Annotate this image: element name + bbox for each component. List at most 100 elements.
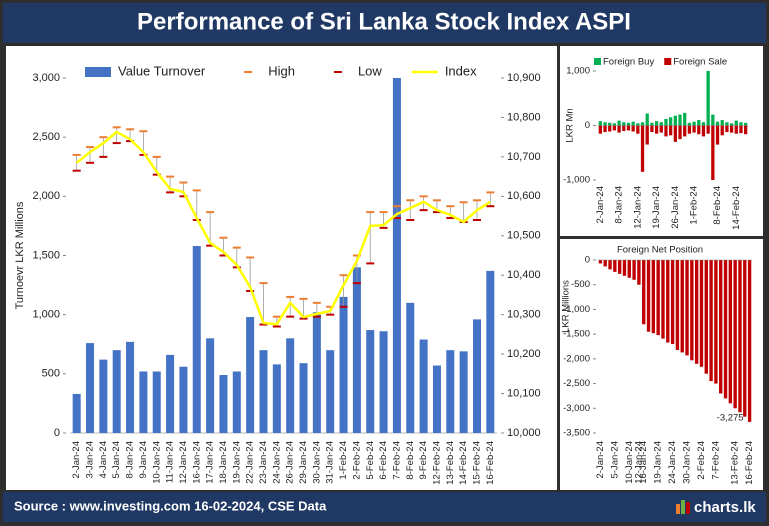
bar	[744, 125, 748, 135]
bar	[706, 71, 710, 126]
x-tick-label: 4-Jan-24	[98, 441, 109, 479]
x-tick-label: 5-Jan-24	[609, 441, 620, 479]
bar	[637, 260, 641, 285]
bar	[312, 312, 321, 433]
bar	[683, 125, 687, 137]
bar	[645, 113, 649, 126]
bar	[608, 125, 612, 132]
legend-swatch	[594, 58, 601, 65]
x-tick-label: 8-Jan-24	[614, 186, 625, 224]
x-tick-label: 2-Feb-24	[351, 441, 362, 480]
bar	[692, 125, 696, 133]
bar	[419, 339, 428, 433]
title-bar	[3, 3, 766, 43]
bar	[112, 350, 121, 433]
bar	[86, 343, 95, 433]
logo-icon	[676, 500, 690, 514]
x-tick-label: 3-Jan-24	[85, 441, 96, 479]
bar	[744, 122, 748, 126]
x-tick-label: 7-Feb-24	[710, 441, 721, 480]
bar	[339, 296, 348, 433]
bar	[729, 125, 734, 133]
y-tick-label: 10,800	[507, 111, 541, 123]
chart-title: Foreign Net Position	[617, 245, 703, 256]
x-tick-label: 9-Jan-24	[138, 441, 149, 479]
bar	[664, 118, 668, 126]
bar	[622, 260, 627, 276]
bar	[179, 366, 188, 433]
bar	[617, 260, 622, 274]
y-tick-label: 10,600	[507, 190, 541, 202]
bar	[719, 260, 723, 394]
bar	[598, 125, 602, 134]
bar	[192, 246, 201, 433]
legend-label: Low	[358, 63, 382, 78]
bar	[720, 120, 724, 126]
bar	[656, 260, 660, 336]
bar	[687, 122, 692, 126]
y-axis-title: LKR Mn	[565, 108, 576, 142]
y-tick-label: 10,700	[507, 151, 541, 163]
y-axis-title: LKR Millions	[561, 280, 572, 333]
bar	[715, 121, 720, 126]
bar	[690, 260, 694, 361]
x-tick-label: 9-Feb-24	[418, 441, 429, 480]
legend-swatch	[664, 58, 672, 65]
x-tick-label: 13-Feb-24	[730, 441, 741, 485]
bar	[699, 260, 704, 367]
bar	[603, 122, 607, 126]
flow-panel	[560, 46, 763, 236]
legend-label: Index	[445, 63, 477, 78]
bar	[725, 125, 729, 133]
x-tick-label: 12-Feb-24	[431, 441, 442, 485]
bar	[636, 125, 640, 134]
y-tick-label: -2,500	[563, 378, 590, 389]
y-tick-label: 10,200	[507, 348, 541, 360]
x-tick-label: 29-Jan-24	[298, 441, 309, 484]
y-tick-label: 10,300	[507, 309, 541, 321]
x-tick-label: 1-Feb-24	[689, 186, 700, 225]
bar	[612, 125, 617, 131]
bar	[669, 117, 673, 126]
y-tick-label: 0	[585, 120, 590, 131]
x-tick-label: 2-Jan-24	[595, 441, 606, 479]
bar	[286, 338, 295, 433]
x-tick-label: 12-Jan-24	[632, 186, 643, 229]
legend-swatch	[85, 67, 111, 77]
bar	[613, 260, 617, 272]
bar	[622, 125, 626, 131]
bar	[472, 319, 481, 433]
x-tick-label: 16-Jan-24	[638, 441, 649, 484]
bar	[694, 260, 699, 364]
y-tick-label: -1,000	[563, 175, 590, 186]
y-tick-label: 1,500	[32, 249, 60, 261]
bar	[685, 260, 689, 356]
y-tick-label: 0	[585, 255, 590, 266]
bar	[617, 125, 621, 133]
bar	[743, 260, 747, 417]
x-tick-label: 2-Jan-24	[595, 186, 606, 224]
bar	[675, 260, 680, 350]
bar	[246, 317, 255, 433]
y-tick-label: 1,000	[32, 309, 60, 321]
bar	[626, 125, 631, 131]
y-tick-label: 10,500	[507, 230, 541, 242]
bar	[626, 122, 631, 126]
bar	[259, 350, 268, 433]
bar	[734, 125, 738, 134]
y-axis-title: Turnoevr LKR Millions	[14, 201, 26, 309]
legend-label: Foreign Buy	[603, 57, 654, 68]
y-tick-label: -500	[571, 279, 590, 290]
bar	[272, 364, 281, 433]
x-tick-label: 12-Jan-24	[633, 441, 644, 484]
y-tick-label: -3,000	[563, 403, 590, 414]
x-tick-label: 11-Jan-24	[165, 441, 176, 483]
bar	[299, 363, 308, 433]
x-tick-label: 24-Jan-24	[667, 441, 678, 484]
bar	[666, 260, 670, 343]
bar	[697, 125, 701, 135]
x-tick-label: 14-Feb-24	[731, 186, 742, 230]
y-tick-label: 10,400	[507, 269, 541, 281]
bar	[352, 267, 361, 433]
data-label: -3,275	[717, 412, 744, 423]
